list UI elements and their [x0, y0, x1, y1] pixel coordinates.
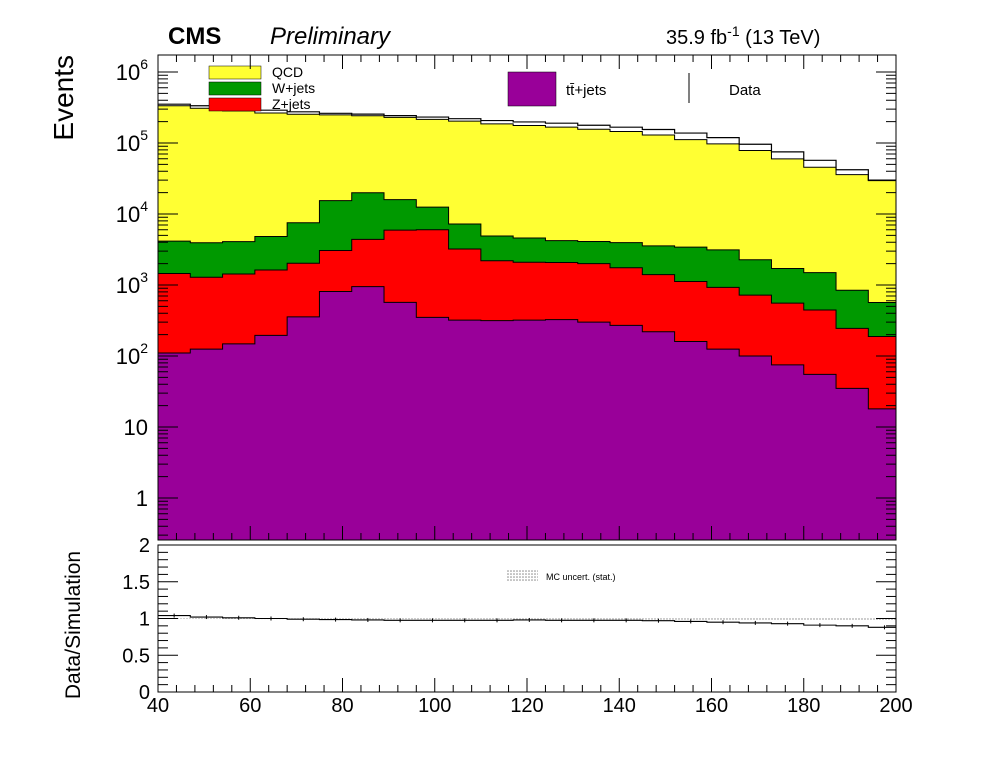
- main-y-tick-label: 103: [116, 269, 148, 298]
- main-y-tick-label: 102: [116, 340, 148, 369]
- ratio-y-tick-label: 1: [139, 609, 150, 631]
- stack-histogram: [158, 105, 896, 540]
- legend-swatch-wjets: [208, 81, 262, 96]
- mc-uncertainty-bin: [739, 617, 772, 620]
- legend-label-data: Data: [729, 82, 761, 99]
- energy-value: (13 TeV): [740, 27, 821, 49]
- status-label: Preliminary: [270, 23, 392, 50]
- experiment-label: CMS: [168, 23, 221, 50]
- x-tick-label: 140: [603, 695, 636, 717]
- x-tick-label: 40: [147, 695, 169, 717]
- legend-swatch-qcd: [208, 65, 262, 80]
- data-step-line: [158, 103, 896, 181]
- ratio-legend-swatch: [506, 570, 538, 582]
- mc-uncertainty-bin: [706, 617, 740, 620]
- legend-label-qcd: QCD: [272, 64, 303, 80]
- main-y-tick-label: 105: [116, 127, 148, 156]
- ratio-y-tick-label: 0.5: [122, 645, 150, 667]
- lumi-value: 35.9 fb: [666, 27, 727, 49]
- ratio-legend-label: MC uncert. (stat.): [546, 572, 616, 582]
- x-axis: 40 60 80 100 120 140 160 180 200: [147, 55, 913, 717]
- legend-label-wjets: W+jets: [272, 80, 315, 96]
- ratio-line: [158, 613, 896, 630]
- x-tick-label: 120: [510, 695, 543, 717]
- stack-area-ttbar: [158, 286, 896, 540]
- main-y-axis: 1 10 102 103 104 105 106: [116, 56, 896, 536]
- mc-uncertainty-bin: [771, 617, 804, 620]
- legend-label-zjets: Z+jets: [272, 96, 311, 112]
- legend: QCD W+jets Z+jets tt̄+jets Data: [208, 64, 761, 112]
- mc-uncertainty-bin: [642, 617, 675, 620]
- data-line: [158, 103, 896, 181]
- mc-uncertainty-bin: [674, 617, 707, 620]
- main-y-tick-label: 106: [116, 56, 148, 85]
- x-tick-label: 60: [239, 695, 261, 717]
- main-y-tick-label: 104: [116, 198, 148, 227]
- main-y-axis-label: Events: [48, 55, 79, 141]
- x-tick-label: 200: [879, 695, 912, 717]
- lumi-exponent: -1: [727, 23, 740, 39]
- legend-swatch-ttbar: [507, 71, 557, 107]
- ratio-y-tick-label: 2: [139, 535, 150, 557]
- ratio-y-tick-label: 0: [139, 682, 150, 704]
- ratio-y-tick-label: 1.5: [122, 572, 150, 594]
- legend-swatch-zjets: [208, 97, 262, 112]
- x-tick-label: 80: [331, 695, 353, 717]
- x-tick-label: 180: [787, 695, 820, 717]
- main-y-tick-label: 1: [136, 486, 148, 511]
- x-tick-label: 160: [695, 695, 728, 717]
- main-y-tick-label: 10: [124, 415, 148, 440]
- ratio-y-axis-label: Data/Simulation: [62, 551, 85, 699]
- ratio-step-line: [158, 615, 896, 628]
- mc-uncertainty-bin: [803, 617, 837, 620]
- lumi-label: 35.9 fb-1 (13 TeV): [666, 23, 820, 49]
- x-tick-label: 100: [418, 695, 451, 717]
- ratio-y-axis: 0 0.5 1 1.5 2: [122, 535, 896, 704]
- mc-uncertainty-bin: [836, 617, 869, 620]
- legend-label-ttbar: tt̄+jets: [566, 82, 606, 99]
